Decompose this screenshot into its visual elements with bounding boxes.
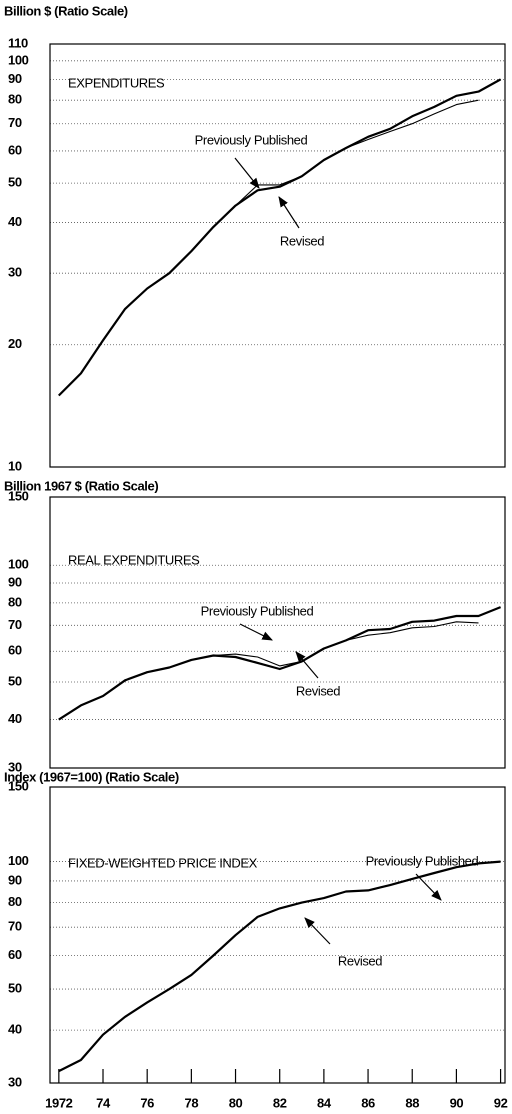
- y-tick-label: 100: [8, 557, 29, 572]
- series-line: [58, 862, 479, 1072]
- annotation: Previously Published: [195, 132, 308, 147]
- y-tick-label: 50: [8, 980, 22, 995]
- y-tick-label: 50: [8, 673, 22, 688]
- x-tick-label: 74: [96, 1095, 111, 1110]
- y-tick-label: 30: [8, 265, 22, 280]
- y-tick-label: 50: [8, 175, 22, 190]
- y-tick-label: 90: [8, 872, 22, 887]
- y-tick-label: 110: [8, 35, 28, 50]
- y-tick-label: 20: [8, 336, 22, 351]
- y-tick-label: 40: [8, 214, 22, 229]
- x-tick-label: 80: [229, 1095, 243, 1110]
- series-line: [58, 606, 502, 721]
- y-tick-label: 60: [8, 947, 22, 962]
- annotation-arrow: [278, 196, 300, 229]
- annotation-arrow: [415, 873, 442, 901]
- annotation-arrow: [239, 623, 273, 641]
- x-tick-label: 92: [494, 1095, 508, 1110]
- annotation-arrow: [304, 917, 331, 945]
- x-tick-label: 84: [317, 1095, 332, 1110]
- plot-frame: [49, 496, 506, 769]
- y-tick-label: 80: [8, 894, 22, 909]
- y-tick-label: 70: [8, 115, 22, 130]
- x-tick-label: 76: [140, 1095, 154, 1110]
- y-tick-label: 70: [8, 919, 22, 934]
- x-tick-label: 82: [273, 1095, 287, 1110]
- x-tick-label: 88: [405, 1095, 419, 1110]
- annotation: Previously Published: [201, 603, 314, 618]
- x-tick-label: 86: [361, 1095, 375, 1110]
- x-tick-label: 90: [450, 1095, 464, 1110]
- y-tick-label: 10: [8, 458, 22, 473]
- y-axis-label: Index (1967=100) (Ratio Scale): [4, 769, 179, 784]
- y-tick-label: 40: [8, 711, 22, 726]
- y-tick-label: 90: [8, 71, 22, 86]
- annotation-arrow: [295, 651, 319, 679]
- panel-title: FIXED-WEIGHTED PRICE INDEX: [68, 855, 258, 870]
- plot-frame: [49, 43, 506, 468]
- x-tick-label: 1972: [45, 1095, 72, 1110]
- panel-title: EXPENDITURES: [68, 75, 165, 90]
- y-tick-label: 40: [8, 1022, 22, 1037]
- y-tick-label: 60: [8, 142, 22, 157]
- annotation: Revised: [296, 683, 340, 698]
- y-tick-label: 150: [8, 778, 29, 793]
- series-line: [58, 99, 479, 396]
- panel-title: REAL EXPENDITURES: [68, 552, 200, 567]
- y-axis-label: Billion 1967 $ (Ratio Scale): [4, 478, 158, 493]
- x-tick-label: 78: [185, 1095, 199, 1110]
- y-axis-label: Billion $ (Ratio Scale): [4, 3, 128, 18]
- y-tick-label: 90: [8, 574, 22, 589]
- y-tick-label: 30: [8, 1074, 22, 1089]
- annotation: Previously Published: [366, 853, 479, 868]
- plot-frame: [49, 786, 506, 1084]
- y-tick-label: 80: [8, 594, 22, 609]
- y-tick-label: 100: [8, 52, 29, 67]
- y-tick-label: 150: [8, 488, 29, 503]
- y-tick-label: 80: [8, 92, 22, 107]
- series-line: [58, 621, 479, 721]
- y-tick-label: 100: [8, 853, 29, 868]
- annotation: Revised: [338, 953, 382, 968]
- y-tick-label: 30: [8, 759, 22, 774]
- annotation: Revised: [280, 233, 324, 248]
- y-tick-label: 70: [8, 617, 22, 632]
- annotation-arrow: [234, 157, 260, 189]
- y-tick-label: 60: [8, 643, 22, 658]
